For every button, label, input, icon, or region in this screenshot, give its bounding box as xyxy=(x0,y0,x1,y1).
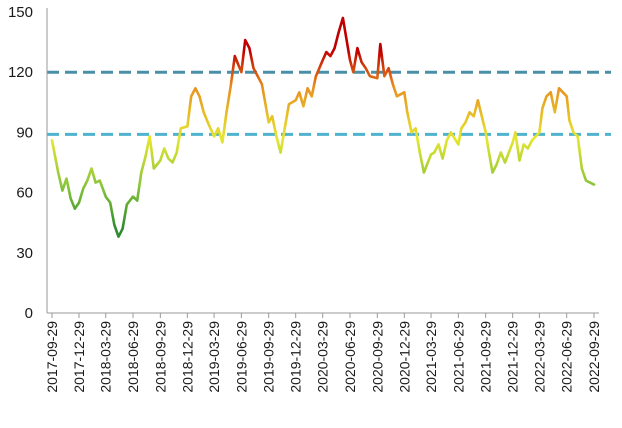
x-tick-label: 2022-03-29 xyxy=(531,321,547,393)
x-tick-label: 2019-09-29 xyxy=(261,321,277,393)
x-tick-label: 2020-12-29 xyxy=(396,321,412,393)
x-tick-label: 2021-06-29 xyxy=(450,321,466,393)
y-tick-label: 60 xyxy=(16,185,33,202)
y-tick-label: 0 xyxy=(25,305,33,322)
axes xyxy=(46,8,599,314)
x-tick-label: 2018-09-29 xyxy=(152,321,168,393)
series-line xyxy=(50,16,596,238)
y-axis-ticks: 0 30 60 90 120 150 xyxy=(8,4,33,322)
x-tick-label: 2017-09-29 xyxy=(44,321,60,393)
x-tick-label: 2022-06-29 xyxy=(559,321,575,393)
x-tick-label: 2018-12-29 xyxy=(179,321,195,393)
x-tick-label: 2019-12-29 xyxy=(288,321,304,393)
x-tick-label: 2020-09-29 xyxy=(369,321,385,393)
x-tick-label: 2021-03-29 xyxy=(423,321,439,393)
x-tick-label: 2022-09-29 xyxy=(586,321,602,393)
x-tick-label: 2021-09-29 xyxy=(478,321,494,393)
x-tick-label: 2020-06-29 xyxy=(342,321,358,393)
y-tick-label: 30 xyxy=(16,245,33,262)
x-axis-ticks: 2017-09-29 2017-12-29 2018-03-29 2018-06-29… xyxy=(44,313,602,393)
y-tick-label: 150 xyxy=(8,4,33,21)
x-tick-label: 2018-06-29 xyxy=(125,321,141,393)
y-tick-label: 120 xyxy=(8,64,33,81)
y-tick-label: 90 xyxy=(16,124,33,141)
series-path xyxy=(50,16,596,238)
x-tick-label: 2019-06-29 xyxy=(233,321,249,393)
x-tick-label: 2019-03-29 xyxy=(206,321,222,393)
x-tick-label: 2018-03-29 xyxy=(98,321,114,393)
reference-lines xyxy=(47,70,611,136)
x-tick-label: 2021-12-29 xyxy=(505,321,521,393)
x-tick-label: 2020-03-29 xyxy=(315,321,331,393)
x-tick-label: 2017-12-29 xyxy=(71,321,87,393)
